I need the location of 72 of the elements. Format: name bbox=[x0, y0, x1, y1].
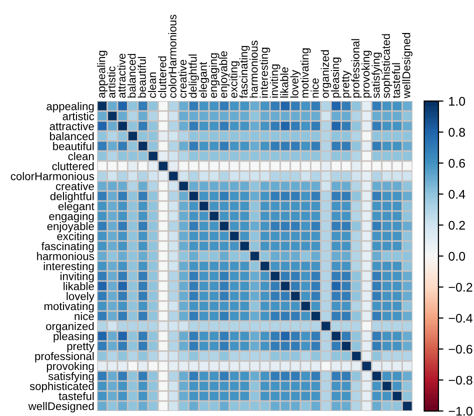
y-tick-label: fascinating bbox=[41, 242, 94, 252]
color-bar-label: −1.0 bbox=[448, 406, 472, 416]
x-tick-label: enjoyable bbox=[219, 51, 230, 98]
y-tick-label: cluttered bbox=[52, 162, 94, 170]
x-tick-label: engaging bbox=[208, 53, 220, 98]
x-tick-label: lovely bbox=[290, 70, 301, 98]
y-tick-label: creative bbox=[56, 182, 94, 190]
y-tick-label: colorHarmonious bbox=[10, 172, 94, 180]
x-tick-label: pleasing bbox=[330, 58, 342, 98]
y-tick-label: balanced bbox=[50, 132, 94, 140]
color-bar-label: −0.4 bbox=[448, 314, 472, 323]
y-tick-label: delightful bbox=[50, 192, 94, 202]
x-tick-label: motivating bbox=[300, 48, 311, 98]
y-tick-label: motivating bbox=[44, 302, 94, 312]
y-tick-label: artistic bbox=[62, 112, 94, 120]
color-bar-label: 0.8 bbox=[448, 128, 466, 137]
y-tick-label: pretty bbox=[67, 342, 94, 352]
y-tick-label: sophisticated bbox=[30, 382, 94, 392]
x-tick-label: likable bbox=[280, 67, 288, 98]
x-tick-label: sophisticated bbox=[382, 34, 392, 98]
color-bar-label: 0.6 bbox=[448, 158, 465, 168]
y-tick-label: attractive bbox=[50, 122, 94, 130]
x-tick-label: creative bbox=[178, 60, 187, 98]
y-tick-label: provoking bbox=[46, 362, 94, 372]
y-tick-label: interesting bbox=[44, 262, 94, 272]
y-tick-label: inviting bbox=[60, 272, 94, 282]
y-tick-label: organized bbox=[46, 322, 94, 332]
y-tick-label: exciting bbox=[57, 232, 94, 242]
y-tick-label: professional bbox=[35, 352, 94, 362]
x-tick-label: colorHarmonious bbox=[168, 14, 176, 98]
y-tick-label: satisfying bbox=[48, 372, 94, 382]
y-tick-label: beautiful bbox=[53, 142, 94, 150]
x-tick-label: inviting bbox=[270, 64, 280, 98]
y-tick-label: enjoyable bbox=[47, 222, 94, 232]
y-tick-label: nice bbox=[74, 312, 94, 320]
x-tick-label: delightful bbox=[188, 54, 199, 98]
y-tick-label: lovely bbox=[66, 292, 94, 302]
y-tick-label: engaging bbox=[49, 212, 94, 222]
y-tick-label: elegant bbox=[58, 202, 94, 212]
y-tick-label: harmonious bbox=[37, 252, 94, 260]
y-tick-label: likable bbox=[64, 282, 94, 290]
x-tick-label: beautiful bbox=[138, 57, 146, 98]
x-tick-label: provoking bbox=[361, 50, 372, 98]
x-tick-label: pretty bbox=[342, 70, 352, 98]
x-tick-label: harmonious bbox=[250, 40, 258, 98]
x-tick-label: organized bbox=[320, 50, 332, 98]
color-bar-label: 0.2 bbox=[448, 220, 465, 230]
x-tick-label: fascinating bbox=[239, 46, 250, 98]
x-tick-label: interesting bbox=[260, 48, 270, 98]
x-tick-label: cluttered bbox=[158, 56, 166, 98]
color-bar-label: −0.6 bbox=[448, 344, 472, 354]
x-tick-label: wellDesigned bbox=[402, 32, 412, 98]
color-bar-label: 0.0 bbox=[448, 252, 466, 261]
x-tick-label: artistic bbox=[107, 66, 116, 98]
color-bar-label: 0.4 bbox=[448, 190, 466, 199]
y-tick-label: wellDesigned bbox=[28, 402, 94, 412]
x-tick-label: exciting bbox=[229, 61, 240, 98]
color-bar-label: −0.2 bbox=[448, 282, 472, 292]
y-tick-label: pleasing bbox=[54, 332, 94, 342]
x-tick-label: satisfying bbox=[372, 52, 382, 98]
y-tick-label: clean bbox=[68, 152, 94, 160]
x-tick-label: nice bbox=[310, 78, 319, 98]
y-tick-label: tasteful bbox=[58, 392, 94, 400]
x-tick-label: elegant bbox=[198, 62, 210, 98]
x-tick-label: attractive bbox=[117, 54, 126, 98]
color-bar-label: −0.8 bbox=[448, 376, 472, 385]
x-tick-label: balanced bbox=[128, 54, 136, 98]
color-bar-label: 1.0 bbox=[449, 96, 466, 106]
x-tick-label: tasteful bbox=[392, 63, 400, 98]
x-tick-label: clean bbox=[148, 72, 156, 98]
x-tick-label: professional bbox=[351, 39, 362, 98]
y-tick-label: appealing bbox=[46, 102, 94, 112]
